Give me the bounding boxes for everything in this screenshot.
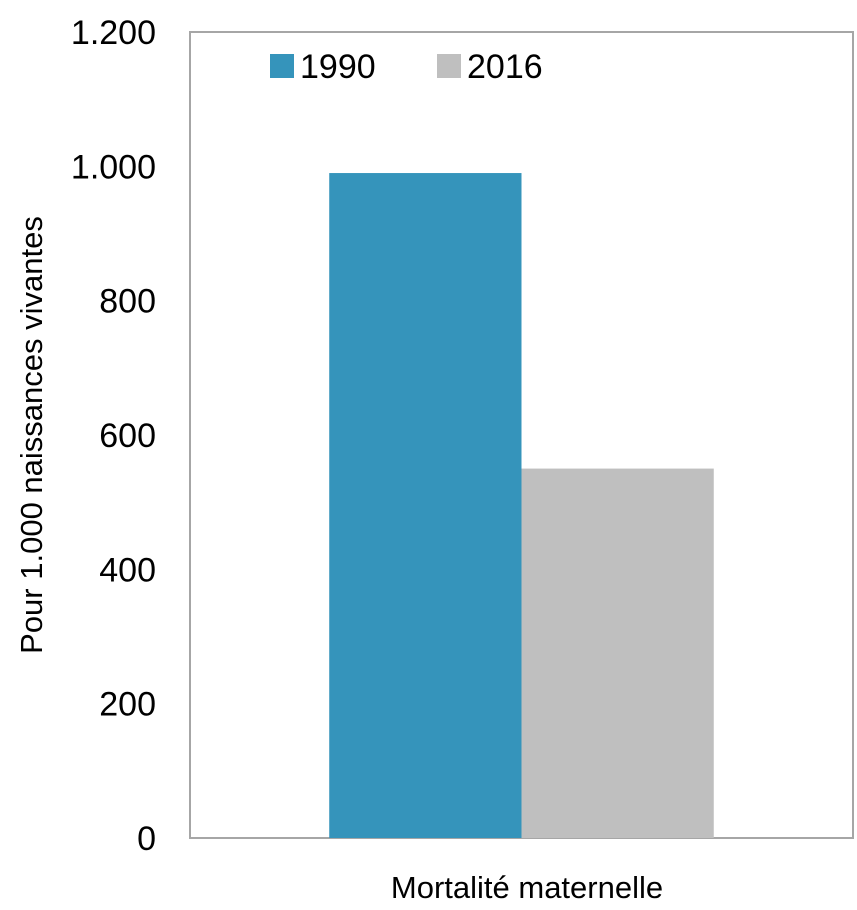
legend: 1990 2016 [270,48,543,86]
y-tick-label: 200 [99,686,156,724]
bar-1990 [329,173,522,839]
legend-label-2016: 2016 [467,48,543,86]
legend-label-1990: 1990 [300,48,376,86]
y-axis-label: Pour 1.000 naissances vivantes [14,216,49,654]
y-tick-label: 400 [99,551,156,589]
bar-2016 [521,468,714,838]
legend-swatch-2016 [437,54,461,78]
bars [329,173,714,839]
y-tick-label: 1.000 [71,148,156,186]
y-tick-label: 0 [137,820,156,858]
x-axis-label: Mortalité maternelle [391,870,663,905]
y-tick-label: 600 [99,417,156,455]
y-axis-ticks: 0 200 400 600 800 1.000 1.200 [71,14,156,858]
legend-swatch-1990 [270,54,294,78]
y-tick-label: 800 [99,283,156,321]
y-tick-label: 1.200 [71,14,156,52]
